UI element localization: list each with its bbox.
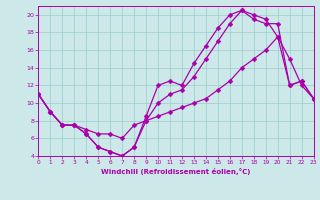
X-axis label: Windchill (Refroidissement éolien,°C): Windchill (Refroidissement éolien,°C) — [101, 168, 251, 175]
